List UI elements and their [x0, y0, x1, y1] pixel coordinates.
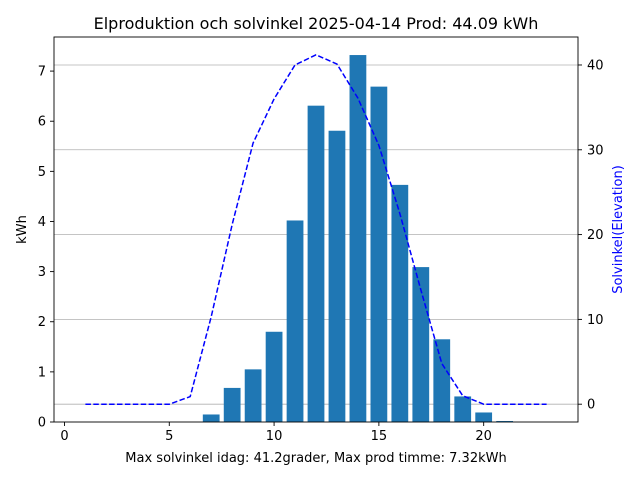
y2-tick-label: 20	[587, 228, 604, 243]
bar	[370, 86, 388, 422]
plot-frame	[53, 36, 579, 423]
bar-series	[202, 55, 514, 423]
bar	[391, 184, 409, 422]
y-axis-label: kWh	[15, 215, 30, 244]
y2-tick-label: 40	[587, 58, 604, 73]
bar	[475, 412, 493, 422]
y-axis-left: 0 1 2 3 4 5 6 7	[38, 65, 54, 431]
x-tick-label: 0	[60, 429, 68, 444]
x-tick-label: 10	[266, 429, 283, 444]
bar	[496, 420, 514, 422]
y-axis-right: 0 10 20 30 40	[578, 58, 604, 413]
x-tick-label: 20	[475, 429, 492, 444]
y-tick-label: 6	[38, 115, 46, 130]
y-tick-label: 1	[38, 365, 46, 380]
bar	[202, 414, 220, 422]
bar	[328, 130, 346, 423]
bar	[433, 339, 451, 422]
y-tick-label: 3	[38, 265, 46, 280]
y-tick-label: 7	[38, 65, 46, 80]
bar	[223, 387, 241, 422]
y-tick-label: 4	[38, 215, 46, 230]
y2-tick-label: 30	[587, 143, 604, 158]
y2-axis-label: Solvinkel(Elevation)	[611, 165, 626, 294]
x-tick-label: 15	[371, 429, 388, 444]
bar	[349, 55, 367, 422]
bar	[286, 220, 304, 422]
y-tick-label: 5	[38, 165, 46, 180]
x-axis: 0 5 10 15 20	[60, 422, 492, 444]
bar	[454, 396, 472, 422]
chart-title: Elproduktion och solvinkel 2025-04-14 Pr…	[94, 14, 539, 33]
y-tick-label: 2	[38, 315, 46, 330]
y2-tick-label: 0	[587, 398, 595, 413]
y2-tick-label: 10	[587, 313, 604, 328]
x-tick-label: 5	[165, 429, 173, 444]
bar	[244, 369, 262, 422]
y-tick-label: 0	[38, 416, 46, 431]
elevation-line	[85, 53, 547, 405]
x-axis-label: Max solvinkel idag: 41.2grader, Max prod…	[125, 451, 506, 466]
bar	[307, 105, 325, 423]
bar	[265, 331, 283, 422]
